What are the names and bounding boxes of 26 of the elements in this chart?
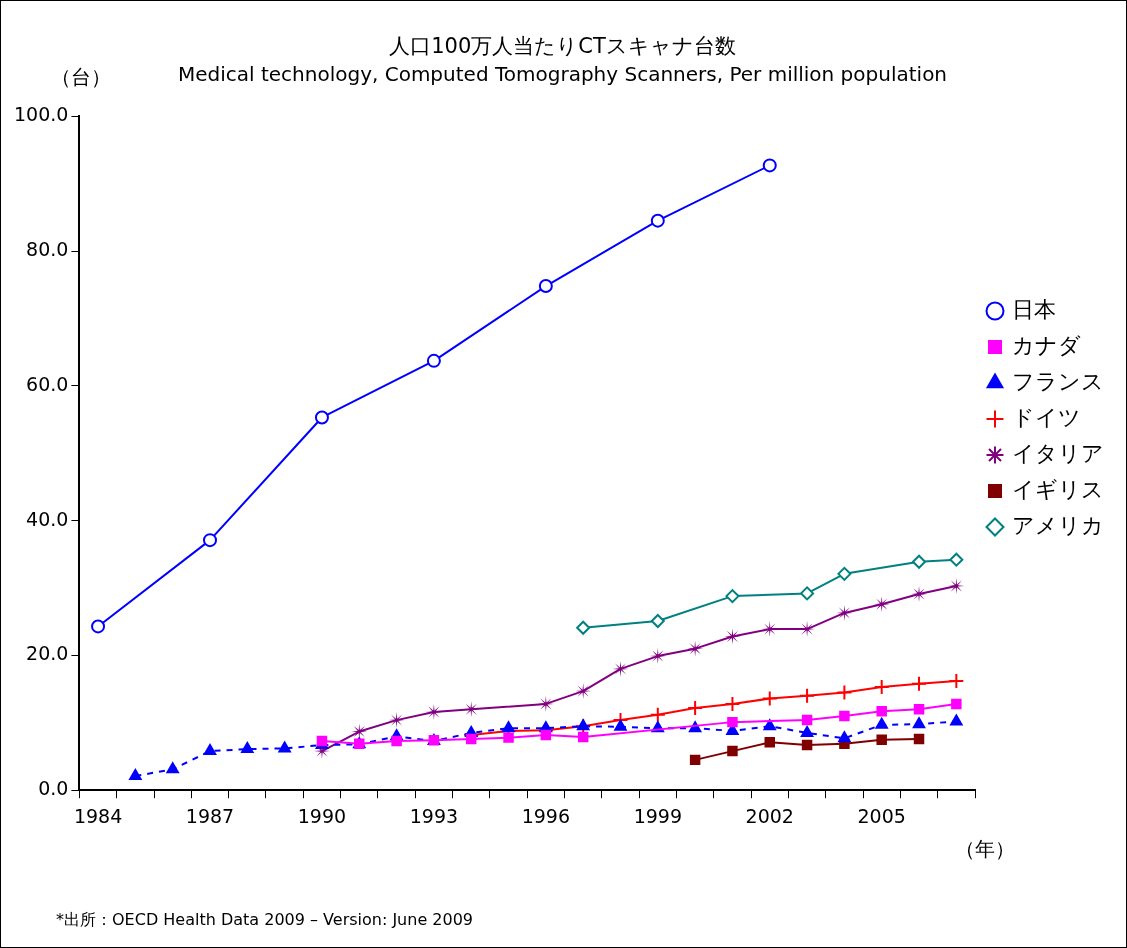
y-tick-label: 40.0 [26,507,69,530]
x-tick-label: 1990 [297,804,347,827]
y-axis-title: （台） [51,65,111,90]
x-tick-label: 2002 [745,804,794,827]
chart-subtitle: Medical technology, Computed Tomography Scanners, Per million population [177,62,948,87]
x-axis-title: （年） [955,837,1015,862]
x-tick-label: 1987 [185,804,235,827]
legend-label: カナダ [1012,332,1081,358]
chart-title: 人口100万人当たりCTスキャナ台数 [389,34,736,59]
legend-label: フランス [1012,368,1104,394]
legend-label: ドイツ [1012,404,1081,430]
y-tick-label: 60.0 [26,372,69,395]
text: *出所：OECD Health Data 2009 – Version: June 2009 [56,910,474,930]
y-tick-label: 0.0 [38,777,69,800]
legend-label: イギリス [1012,476,1104,502]
x-tick-label: 1999 [633,804,682,827]
x-tick-label: 2005 [857,804,906,827]
x-tick-label: 1993 [409,804,459,827]
legend-label: 日本 [1012,296,1056,322]
y-tick-label: 80.0 [26,237,69,260]
legend-label: アメリカ [1012,512,1104,538]
x-tick-label: 1984 [73,804,123,827]
y-tick-label: 100.0 [13,103,69,126]
x-tick-label: 1996 [521,804,571,827]
legend-label: イタリア [1012,440,1104,466]
y-tick-label: 20.0 [26,642,69,665]
